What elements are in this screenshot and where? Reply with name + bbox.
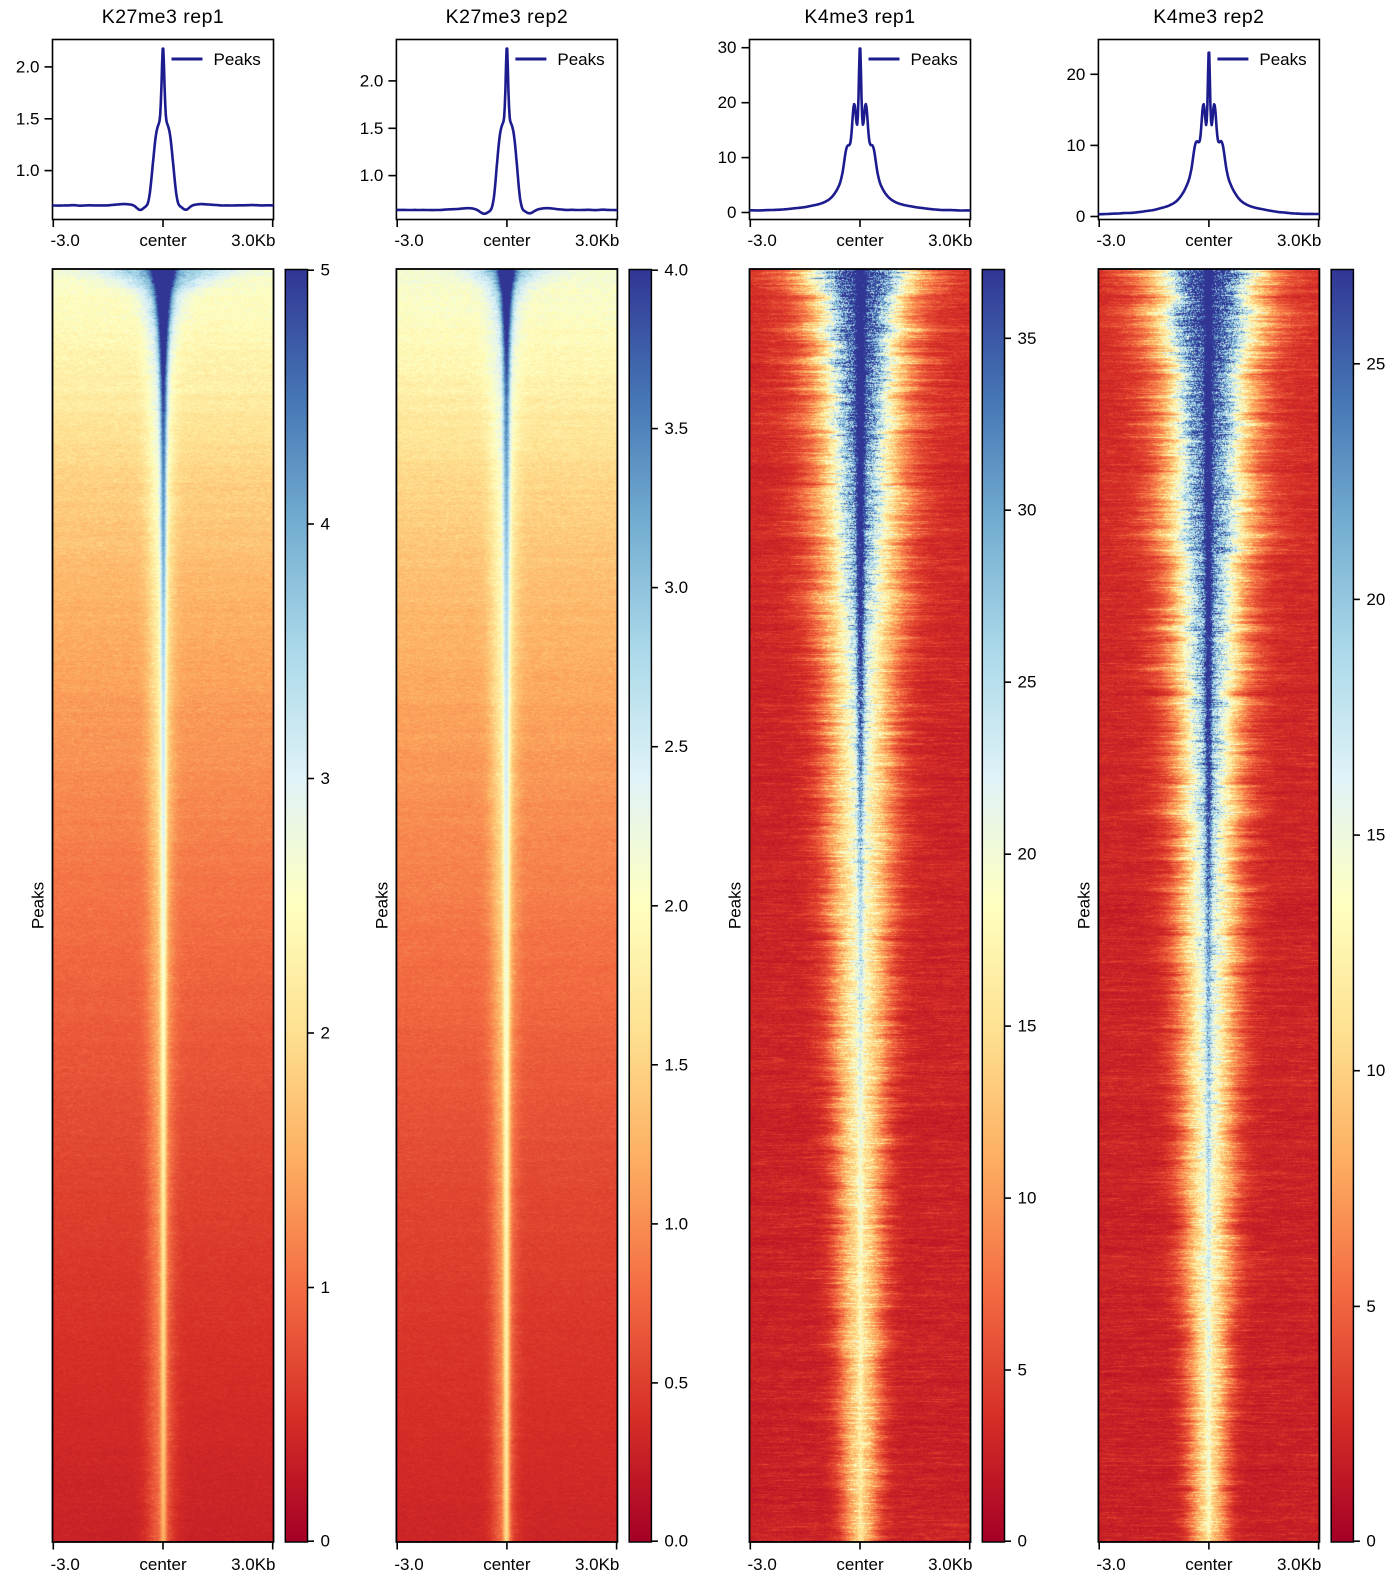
svg-text:5: 5 [321, 261, 330, 280]
svg-text:-3.0: -3.0 [394, 231, 423, 250]
svg-text:10: 10 [718, 148, 737, 167]
svg-text:Peaks: Peaks [726, 882, 745, 929]
svg-text:20: 20 [1018, 845, 1037, 864]
svg-text:35: 35 [1018, 329, 1037, 348]
svg-text:Peaks: Peaks [29, 882, 48, 929]
svg-text:15: 15 [1366, 826, 1385, 845]
svg-text:3.0Kb: 3.0Kb [928, 231, 972, 250]
svg-text:1.5: 1.5 [664, 1055, 688, 1074]
svg-text:Peaks: Peaks [911, 50, 958, 69]
svg-text:0: 0 [1076, 207, 1085, 226]
svg-text:1.0: 1.0 [664, 1214, 688, 1233]
svg-text:-3.0: -3.0 [748, 231, 777, 250]
svg-text:15: 15 [1018, 1017, 1037, 1036]
svg-text:0.0: 0.0 [664, 1532, 688, 1551]
svg-text:3: 3 [321, 769, 330, 788]
svg-text:0: 0 [1366, 1532, 1375, 1551]
svg-text:2.0: 2.0 [360, 71, 384, 90]
svg-text:20: 20 [1366, 590, 1385, 609]
svg-text:3.0Kb: 3.0Kb [1277, 231, 1321, 250]
svg-text:0: 0 [727, 203, 736, 222]
svg-text:K4me3 rep1: K4me3 rep1 [804, 6, 915, 28]
svg-text:25: 25 [1366, 354, 1385, 373]
svg-text:25: 25 [1018, 673, 1037, 692]
svg-text:2: 2 [321, 1024, 330, 1043]
svg-text:10: 10 [1366, 1061, 1385, 1080]
svg-text:3.0Kb: 3.0Kb [928, 1555, 972, 1574]
svg-text:Peaks: Peaks [557, 50, 604, 69]
svg-text:5: 5 [1366, 1297, 1375, 1316]
svg-text:3.0Kb: 3.0Kb [231, 231, 275, 250]
svg-text:20: 20 [718, 93, 737, 112]
svg-text:K27me3 rep2: K27me3 rep2 [446, 6, 569, 28]
svg-text:1.5: 1.5 [360, 119, 384, 138]
svg-text:K4me3 rep2: K4me3 rep2 [1153, 6, 1264, 28]
svg-text:4.0: 4.0 [664, 261, 688, 280]
svg-text:3.0Kb: 3.0Kb [575, 231, 619, 250]
svg-text:0.5: 0.5 [664, 1373, 688, 1392]
svg-text:-3.0: -3.0 [51, 231, 80, 250]
svg-text:3.0Kb: 3.0Kb [231, 1555, 275, 1574]
svg-text:10: 10 [1018, 1189, 1037, 1208]
svg-text:center: center [1185, 1555, 1233, 1574]
svg-text:3.0Kb: 3.0Kb [575, 1555, 619, 1574]
svg-text:center: center [836, 1555, 884, 1574]
svg-text:Peaks: Peaks [1074, 882, 1093, 929]
svg-text:Peaks: Peaks [372, 882, 391, 929]
svg-text:center: center [483, 231, 531, 250]
svg-text:2.5: 2.5 [664, 737, 688, 756]
svg-text:30: 30 [1018, 501, 1037, 520]
svg-text:center: center [139, 231, 187, 250]
svg-text:-3.0: -3.0 [1096, 231, 1125, 250]
svg-text:center: center [139, 1555, 187, 1574]
svg-text:2.0: 2.0 [16, 57, 40, 76]
svg-text:10: 10 [1066, 136, 1085, 155]
svg-text:K27me3 rep1: K27me3 rep1 [102, 6, 225, 28]
svg-text:3.5: 3.5 [664, 419, 688, 438]
svg-text:Peaks: Peaks [214, 50, 261, 69]
svg-text:1.0: 1.0 [16, 161, 40, 180]
svg-text:-3.0: -3.0 [1096, 1555, 1125, 1574]
svg-text:0: 0 [1018, 1532, 1027, 1551]
svg-text:3.0Kb: 3.0Kb [1277, 1555, 1321, 1574]
svg-text:4: 4 [321, 515, 330, 534]
svg-text:5: 5 [1018, 1361, 1027, 1380]
svg-text:3.0: 3.0 [664, 578, 688, 597]
svg-text:Peaks: Peaks [1259, 50, 1306, 69]
svg-text:center: center [1185, 231, 1233, 250]
svg-text:1.5: 1.5 [16, 109, 40, 128]
svg-text:1: 1 [321, 1278, 330, 1297]
svg-text:2.0: 2.0 [664, 896, 688, 915]
svg-text:20: 20 [1066, 65, 1085, 84]
svg-text:-3.0: -3.0 [748, 1555, 777, 1574]
svg-text:-3.0: -3.0 [51, 1555, 80, 1574]
svg-text:1.0: 1.0 [360, 166, 384, 185]
svg-text:center: center [836, 231, 884, 250]
svg-text:0: 0 [321, 1532, 330, 1551]
svg-text:30: 30 [718, 38, 737, 57]
svg-text:-3.0: -3.0 [394, 1555, 423, 1574]
svg-text:center: center [483, 1555, 531, 1574]
